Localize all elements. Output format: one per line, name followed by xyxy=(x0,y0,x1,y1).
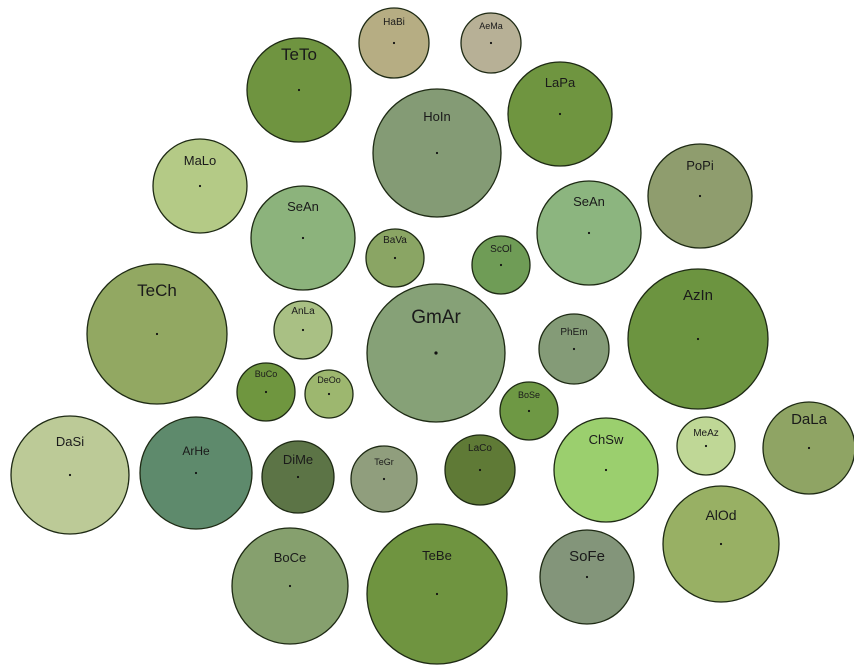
bubble-center-dot xyxy=(587,231,591,235)
bubble-center-dot xyxy=(288,584,292,588)
bubble-aema: AeMa xyxy=(460,12,522,74)
bubble-scol: ScOl xyxy=(471,235,531,295)
bubble-lapa: LaPa xyxy=(507,61,613,167)
bubble-gmar: GmAr xyxy=(366,283,506,423)
bubble-tegr: TeGr xyxy=(350,445,418,513)
bubble-center-dot xyxy=(435,151,439,155)
bubble-center-dot xyxy=(155,332,159,336)
bubble-center-dot xyxy=(572,347,576,351)
bubble-anla: AnLa xyxy=(273,300,333,360)
bubble-center-dot xyxy=(301,328,305,332)
bubble-deoo: DeOo xyxy=(304,369,354,419)
bubble-center-dot xyxy=(527,409,531,413)
bubble-label: LaCo xyxy=(468,443,492,454)
bubble-label: BoCe xyxy=(274,550,307,565)
bubble-center-dot xyxy=(719,542,723,546)
bubble-phem: PhEm xyxy=(538,313,610,385)
bubble-label: SeAn xyxy=(287,199,319,214)
bubble-tech: TeCh xyxy=(86,263,228,405)
bubble-center-dot xyxy=(489,41,493,45)
bubble-center-dot xyxy=(198,184,202,188)
bubble-label: ArHe xyxy=(182,444,210,458)
bubble-label: DeOo xyxy=(317,375,341,385)
bubble-label: BuCo xyxy=(255,369,278,379)
bubble-label: AlOd xyxy=(705,507,736,523)
bubble-chsw: ChSw xyxy=(553,417,659,523)
bubble-label: AzIn xyxy=(683,287,713,304)
bubble-meaz: MeAz xyxy=(676,416,736,476)
bubble-label: LaPa xyxy=(545,75,576,90)
bubble-label: TeBe xyxy=(422,548,452,563)
bubble-center-dot xyxy=(558,112,562,116)
bubble-label: SeAn xyxy=(573,194,605,209)
bubble-label: ChSw xyxy=(589,432,624,447)
bubble-center-dot xyxy=(704,444,708,448)
bubble-teto: TeTo xyxy=(246,37,352,143)
bubble-habi: HaBi xyxy=(358,7,430,79)
bubble-label: BaVa xyxy=(383,235,407,246)
bubble-center-dot xyxy=(297,88,301,92)
bubble-alod: AlOd xyxy=(662,485,780,603)
bubble-center-dot xyxy=(68,473,72,477)
bubble-bose: BoSe xyxy=(499,381,559,441)
bubble-center-dot xyxy=(696,337,700,341)
bubble-label: AnLa xyxy=(291,306,315,317)
bubble-hoin: HoIn xyxy=(372,88,502,218)
bubble-center-dot xyxy=(194,471,198,475)
bubble-label: DaLa xyxy=(791,411,828,428)
bubble-center-dot xyxy=(264,390,268,394)
bubble-label: SoFe xyxy=(569,548,605,565)
bubble-center-dot xyxy=(478,468,482,472)
bubble-label: HaBi xyxy=(383,17,405,28)
bubble-dasi: DaSi xyxy=(10,415,130,535)
bubble-center-dot xyxy=(807,446,811,450)
bubble-center-dot xyxy=(392,41,396,45)
bubble-center-dot xyxy=(327,392,331,396)
bubble-label: PoPi xyxy=(686,158,714,173)
bubble-tebe: TeBe xyxy=(366,523,508,665)
bubble-sean: SeAn xyxy=(536,180,642,286)
bubble-center-dot xyxy=(585,575,589,579)
bubble-label: HoIn xyxy=(423,109,450,124)
bubble-center-dot xyxy=(382,477,386,481)
bubble-center-dot xyxy=(296,475,300,479)
bubble-sofe: SoFe xyxy=(539,529,635,625)
bubble-label: TeCh xyxy=(137,281,177,300)
bubble-center-dot xyxy=(301,236,305,240)
bubble-boce: BoCe xyxy=(231,527,349,645)
bubble-laco: LaCo xyxy=(444,434,516,506)
bubble-azin: AzIn xyxy=(627,268,769,410)
bubble-center-dot xyxy=(434,351,438,355)
bubble-center-dot xyxy=(698,194,702,198)
bubble-label: MaLo xyxy=(184,153,217,168)
bubble-label: GmAr xyxy=(411,307,461,328)
bubble-label: TeTo xyxy=(281,45,317,64)
bubble-dime: DiMe xyxy=(261,440,335,514)
bubble-center-dot xyxy=(435,592,439,596)
bubble-buco: BuCo xyxy=(236,362,296,422)
bubble-center-dot xyxy=(499,263,503,267)
bubble-center-dot xyxy=(393,256,397,260)
bubble-bava: BaVa xyxy=(365,228,425,288)
bubble-label: BoSe xyxy=(518,390,540,400)
bubble-popi: PoPi xyxy=(647,143,753,249)
bubble-label: DaSi xyxy=(56,434,84,449)
bubble-arhe: ArHe xyxy=(139,416,253,530)
bubble-label: TeGr xyxy=(374,457,394,467)
bubble-sean: SeAn xyxy=(250,185,356,291)
bubble-label: DiMe xyxy=(283,452,313,467)
bubble-label: ScOl xyxy=(490,244,512,255)
bubble-center-dot xyxy=(604,468,608,472)
bubble-label: AeMa xyxy=(479,21,503,31)
bubble-malo: MaLo xyxy=(152,138,248,234)
bubble-label: PhEm xyxy=(560,327,587,338)
bubble-label: MeAz xyxy=(693,428,719,439)
bubble-dala: DaLa xyxy=(762,401,854,495)
